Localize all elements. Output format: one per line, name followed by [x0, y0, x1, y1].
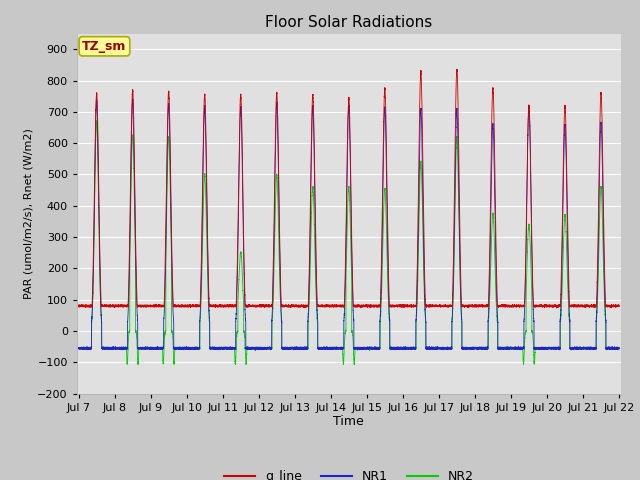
Text: TZ_sm: TZ_sm: [82, 40, 127, 53]
Legend: q_line, NR1, NR2: q_line, NR1, NR2: [219, 465, 479, 480]
X-axis label: Time: Time: [333, 415, 364, 429]
Title: Floor Solar Radiations: Floor Solar Radiations: [265, 15, 433, 30]
Y-axis label: PAR (umol/m2/s), Rnet (W/m2): PAR (umol/m2/s), Rnet (W/m2): [23, 128, 33, 299]
